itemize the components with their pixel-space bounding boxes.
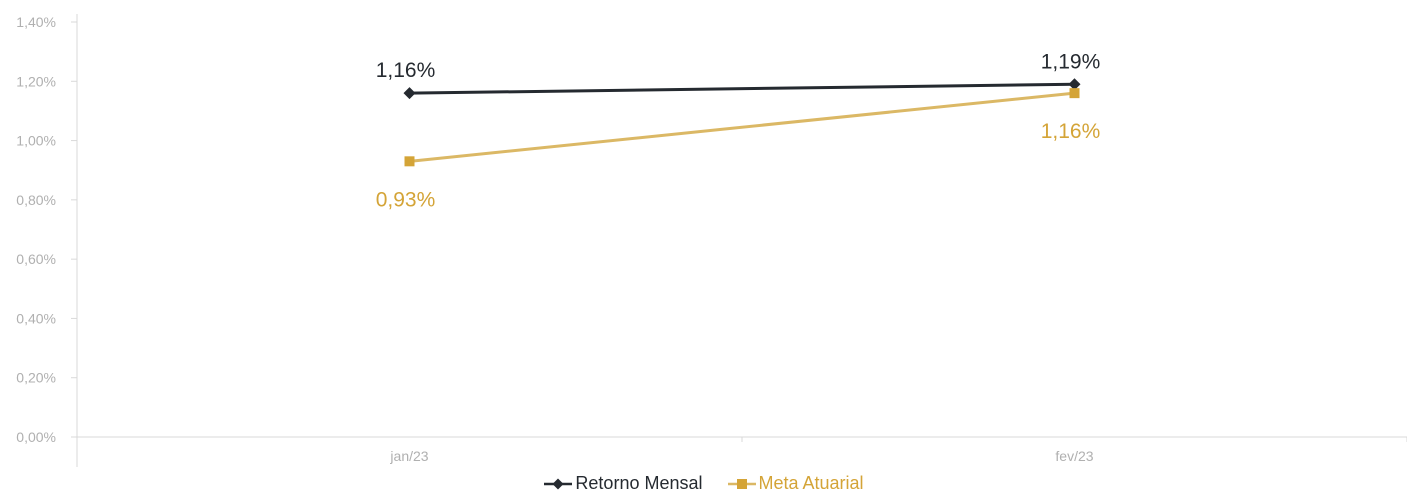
legend-entry-meta-atuarial: Meta Atuarial: [727, 473, 864, 494]
y-tick-label: 0,40%: [16, 310, 56, 326]
series-line-0: [409, 82, 1075, 95]
y-tick-label: 0,80%: [16, 192, 56, 208]
series-point-0: [403, 87, 416, 100]
legend-label-meta-atuarial: Meta Atuarial: [758, 473, 864, 493]
x-tick-label: jan/23: [389, 448, 428, 464]
data-labels: 1,16% 1,19% 0,93% 1,16%: [376, 50, 1101, 211]
data-label: 1,16%: [376, 59, 436, 82]
legend-label-retorno-mensal: Retorno Mensal: [575, 473, 703, 493]
y-tick-label: 0,00%: [16, 429, 56, 445]
data-label: 1,16%: [1041, 120, 1101, 143]
square-marker-icon: [727, 478, 756, 489]
diamond-marker-icon: [544, 478, 573, 489]
legend-entry-retorno-mensal: Retorno Mensal: [543, 473, 703, 494]
series-point-1: [1069, 88, 1080, 99]
y-tick-label: 1,20%: [16, 73, 56, 89]
data-label: 1,19%: [1041, 50, 1101, 73]
line-chart: 0,00% 0,20% 0,40% 0,60% 0,80% 1,00% 1,20% 1,40%…: [16, 14, 1407, 467]
x-tick-label: fev/23: [1055, 448, 1093, 464]
y-axis-ticks: 0,00% 0,20% 0,40% 0,60% 0,80% 1,00% 1,20% 1,40%: [16, 14, 77, 445]
legend: Retorno Mensal Meta Atuarial: [0, 473, 1407, 494]
series-point-1: [404, 156, 415, 167]
x-axis-ticks: jan/23 fev/23: [389, 448, 1093, 464]
y-tick-label: 1,00%: [16, 133, 56, 149]
chart-axes: [71, 14, 1407, 467]
series-point-0: [1068, 78, 1081, 91]
data-label: 0,93%: [376, 188, 436, 211]
y-tick-label: 0,60%: [16, 251, 56, 267]
series-line-1: [409, 91, 1075, 163]
y-tick-label: 1,40%: [16, 14, 56, 30]
series-layer: [403, 78, 1081, 167]
y-tick-label: 0,20%: [16, 370, 56, 386]
